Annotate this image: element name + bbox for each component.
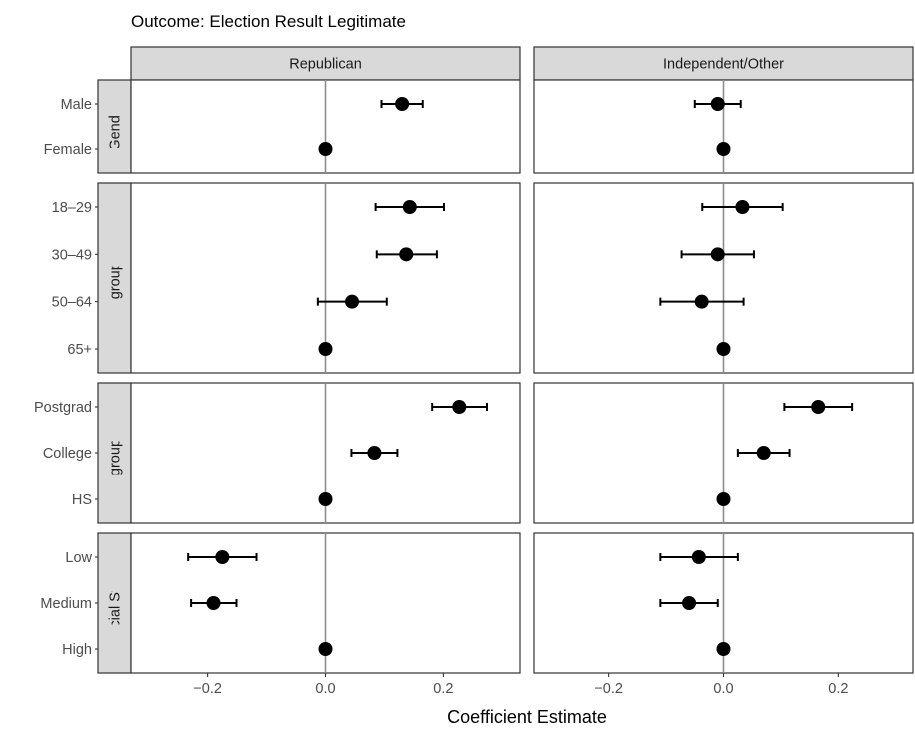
estimate-point [452, 400, 467, 414]
estimate-point [716, 492, 731, 506]
y-tick-label: Female [44, 142, 92, 158]
estimate-point [710, 247, 725, 262]
row-strip-label-0: Gender [108, 102, 124, 151]
column-strip-0 [130, 46, 521, 81]
chart-title: Outcome: Election Result Legitimate [131, 12, 406, 31]
panel-1-1 [533, 182, 914, 374]
estimate-point [716, 342, 731, 356]
estimate-point [206, 596, 221, 610]
panel-1-2 [533, 382, 914, 524]
y-tick-label: Postgrad [34, 400, 92, 416]
panel-1-3 [533, 532, 914, 674]
estimate-point [345, 294, 360, 309]
y-tick-label: 18–29 [52, 200, 92, 216]
estimate-point [682, 596, 697, 610]
estimate-point [716, 642, 731, 656]
y-tick-label: 65+ [67, 342, 92, 358]
estimate-point [735, 200, 750, 214]
column-strip-label-0: Republican [289, 57, 362, 73]
estimate-point [318, 642, 333, 656]
x-axis-ticks: −0.2 0.0 0.2 −0.2 0.0 0.2 [193, 673, 848, 697]
y-tick-label: 50–64 [52, 295, 92, 311]
estimate-point [402, 200, 417, 214]
y-tick-label: Low [65, 550, 92, 566]
estimate-point [756, 446, 771, 460]
estimate-point [710, 97, 725, 111]
estimate-point [811, 400, 826, 414]
row-strip-2 [97, 382, 132, 524]
x-tick-label: −0.2 [193, 681, 222, 697]
x-tick-label: −0.2 [594, 681, 623, 697]
panel-0-1 [130, 182, 521, 374]
row-strip-0 [97, 79, 132, 174]
row-strip-label-1: relevel(age.group, ref = "65+") [108, 181, 124, 375]
estimate-point [318, 342, 333, 356]
column-strip-label-1: Independent/Other [663, 57, 784, 73]
row-strip-label-2: relevel(ed.group, ref = "HS") [108, 362, 124, 544]
y-tick-label: Medium [40, 596, 92, 612]
facet-panels [130, 79, 914, 674]
panel-0-3 [130, 532, 521, 674]
estimate-point [691, 550, 706, 564]
panel-0-2 [130, 382, 521, 524]
panel-1-0 [533, 79, 914, 174]
estimate-point [367, 446, 382, 460]
y-tick-label: 30–49 [52, 247, 92, 263]
estimate-point [399, 247, 414, 262]
facet-strips: Republican Independent/Other Gender relevel… [97, 46, 914, 674]
panel-0-0 [130, 79, 521, 174]
x-tick-label: 0.2 [828, 681, 848, 697]
y-tick-label: Male [61, 97, 92, 113]
x-tick-label: 0.2 [433, 681, 453, 697]
y-tick-label: High [62, 642, 92, 658]
y-tick-label: College [43, 446, 92, 462]
x-axis-title: Coefficient Estimate [447, 707, 607, 727]
estimate-point [215, 550, 230, 564]
x-tick-label: 0.0 [713, 681, 733, 697]
row-strip-label-3: Social Status [108, 561, 124, 646]
estimate-point [318, 492, 333, 506]
y-axis-labels: Male Female 18–29 30–49 50–64 65+ Postgrad Coll… [34, 97, 98, 658]
y-tick-label: HS [72, 492, 92, 508]
estimate-point [395, 97, 410, 111]
estimate-point [716, 142, 731, 156]
estimate-point [318, 142, 333, 156]
x-tick-label: 0.0 [315, 681, 335, 697]
estimate-point [694, 294, 709, 309]
